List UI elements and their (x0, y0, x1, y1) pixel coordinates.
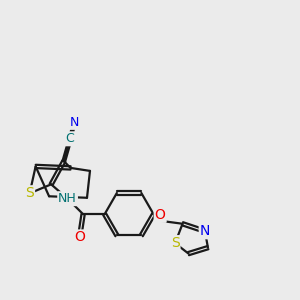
Text: S: S (171, 236, 179, 250)
Text: N: N (200, 224, 210, 238)
Text: C: C (65, 132, 74, 145)
Text: O: O (74, 230, 85, 244)
Text: NH: NH (58, 192, 77, 205)
Text: O: O (155, 208, 166, 222)
Text: S: S (25, 186, 34, 200)
Text: N: N (70, 116, 79, 129)
